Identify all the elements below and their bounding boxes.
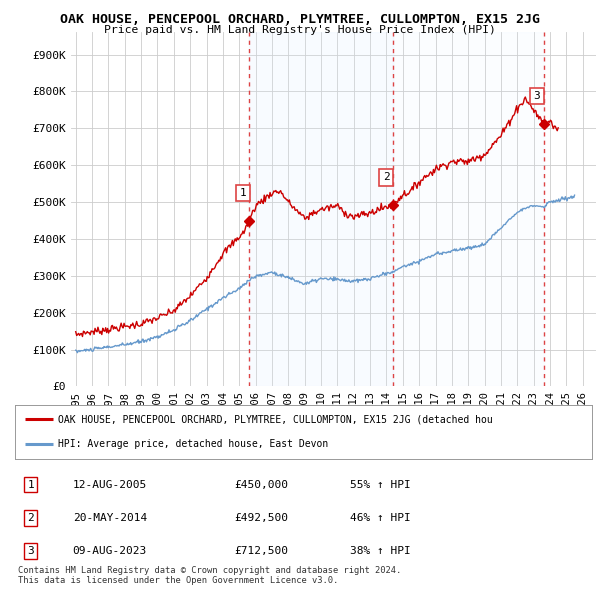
Text: Price paid vs. HM Land Registry's House Price Index (HPI): Price paid vs. HM Land Registry's House … — [104, 25, 496, 35]
Bar — [393, 32, 544, 386]
Text: 38% ↑ HPI: 38% ↑ HPI — [350, 546, 410, 556]
Text: £492,500: £492,500 — [235, 513, 289, 523]
Text: 2: 2 — [27, 513, 34, 523]
Text: HPI: Average price, detached house, East Devon: HPI: Average price, detached house, East… — [58, 440, 329, 450]
Text: 09-AUG-2023: 09-AUG-2023 — [73, 546, 147, 556]
Text: Contains HM Land Registry data © Crown copyright and database right 2024.
This d: Contains HM Land Registry data © Crown c… — [18, 566, 401, 585]
Text: 3: 3 — [27, 546, 34, 556]
Text: 2: 2 — [383, 172, 389, 182]
Text: 55% ↑ HPI: 55% ↑ HPI — [350, 480, 410, 490]
Text: 3: 3 — [533, 91, 541, 101]
Text: 12-AUG-2005: 12-AUG-2005 — [73, 480, 147, 490]
Text: OAK HOUSE, PENCEPOOL ORCHARD, PLYMTREE, CULLOMPTON, EX15 2JG: OAK HOUSE, PENCEPOOL ORCHARD, PLYMTREE, … — [60, 13, 540, 26]
Bar — [544, 32, 596, 386]
Text: £712,500: £712,500 — [235, 546, 289, 556]
Text: OAK HOUSE, PENCEPOOL ORCHARD, PLYMTREE, CULLOMPTON, EX15 2JG (detached hou: OAK HOUSE, PENCEPOOL ORCHARD, PLYMTREE, … — [58, 414, 493, 424]
Bar — [250, 32, 393, 386]
Text: 1: 1 — [27, 480, 34, 490]
Text: 1: 1 — [239, 188, 246, 198]
Text: 20-MAY-2014: 20-MAY-2014 — [73, 513, 147, 523]
Text: £450,000: £450,000 — [235, 480, 289, 490]
Text: 46% ↑ HPI: 46% ↑ HPI — [350, 513, 410, 523]
